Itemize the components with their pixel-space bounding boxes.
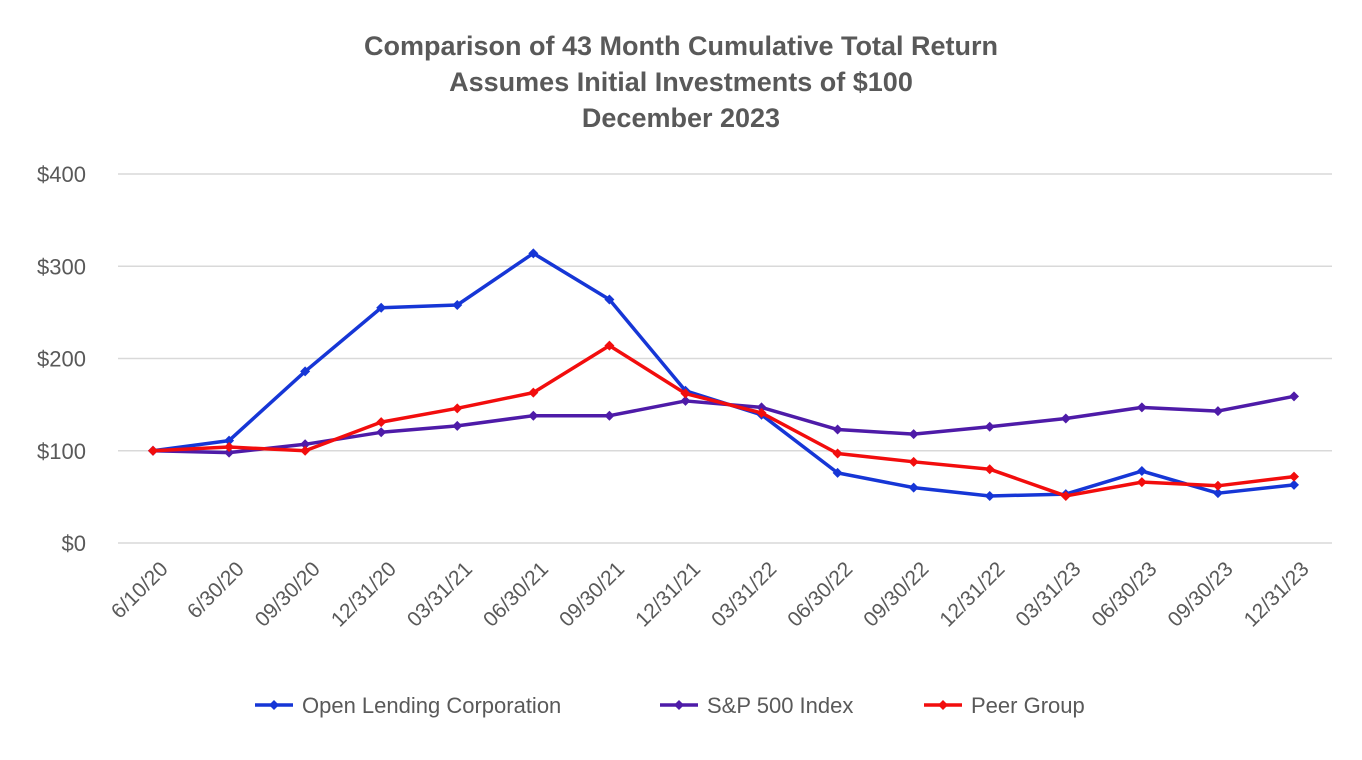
data-point: [984, 421, 995, 432]
data-point: [528, 248, 539, 259]
x-tick-label: 03/31/23: [1011, 557, 1085, 631]
data-point: [1289, 391, 1299, 402]
data-point: [300, 366, 311, 377]
data-point: [452, 299, 463, 310]
legend-label: Peer Group: [971, 693, 1085, 718]
title-line-1: Comparison of 43 Month Cumulative Total …: [363, 31, 999, 61]
data-point: [1136, 402, 1147, 413]
x-tick-label: 12/31/21: [631, 557, 705, 631]
x-tick-label: 12/31/20: [327, 557, 401, 631]
data-point: [224, 442, 235, 453]
data-point: [908, 429, 919, 440]
data-point: [908, 482, 919, 493]
x-tick-label: 06/30/21: [479, 557, 553, 631]
data-point: [452, 420, 463, 431]
x-tick-label: 09/30/23: [1164, 557, 1238, 631]
data-point: [1289, 479, 1299, 490]
data-point: [376, 417, 387, 428]
data-point: [756, 407, 767, 418]
x-tick-label: 6/30/20: [183, 557, 249, 623]
x-tick-label: 09/30/20: [251, 557, 325, 631]
y-tick-label: $300: [37, 254, 86, 279]
y-tick-label: $400: [37, 162, 86, 187]
series-line-2: [152, 343, 1295, 498]
data-point: [984, 464, 995, 475]
data-point: [604, 340, 615, 351]
data-point: [300, 445, 311, 456]
data-point: [528, 387, 539, 398]
legend-marker: [938, 700, 948, 710]
data-point: [224, 435, 235, 446]
data-point: [756, 402, 767, 413]
data-point: [1060, 413, 1071, 424]
legend-marker: [674, 700, 684, 710]
data-point: [908, 456, 919, 467]
x-tick-label: 06/30/22: [783, 557, 857, 631]
legend-label: Open Lending Corporation: [302, 693, 561, 718]
x-tick-label: 09/30/22: [859, 557, 933, 631]
x-tick-label: 03/31/22: [707, 557, 781, 631]
series-line-0: [152, 251, 1295, 498]
data-point: [148, 445, 158, 456]
data-point: [1136, 466, 1147, 477]
data-point: [1212, 488, 1223, 499]
x-tick-label: 03/31/21: [403, 557, 477, 631]
data-point: [604, 294, 615, 305]
chart-title: Comparison of 43 Month Cumulative Total …: [0, 28, 1362, 136]
x-tick-label: 06/30/23: [1088, 557, 1162, 631]
data-point: [376, 427, 387, 438]
data-point: [1289, 471, 1299, 482]
data-point: [832, 448, 843, 459]
data-point: [1060, 490, 1071, 501]
data-point: [604, 410, 615, 421]
x-tick-label: 6/10/20: [107, 557, 173, 623]
data-point: [680, 388, 691, 399]
y-tick-label: $100: [37, 439, 86, 464]
x-tick-label: 09/30/21: [555, 557, 629, 631]
data-point: [680, 395, 691, 406]
data-point: [300, 439, 311, 450]
x-tick-label: 12/31/23: [1240, 557, 1314, 631]
title-line-3: December 2023: [581, 103, 781, 133]
legend-marker: [269, 700, 279, 710]
data-point: [1136, 477, 1147, 488]
x-tick-label: 12/31/22: [935, 557, 1009, 631]
data-point: [832, 467, 843, 478]
data-point: [452, 403, 463, 414]
data-point: [1212, 480, 1223, 491]
data-point: [376, 302, 387, 313]
data-point: [1212, 406, 1223, 417]
data-point: [224, 447, 235, 458]
legend-label: S&P 500 Index: [707, 693, 853, 718]
data-point: [832, 424, 843, 435]
data-point: [528, 410, 539, 421]
data-point: [984, 490, 995, 501]
y-tick-label: $0: [62, 531, 86, 556]
y-tick-label: $200: [37, 347, 86, 372]
title-line-2: Assumes Initial Investments of $100: [449, 67, 913, 97]
